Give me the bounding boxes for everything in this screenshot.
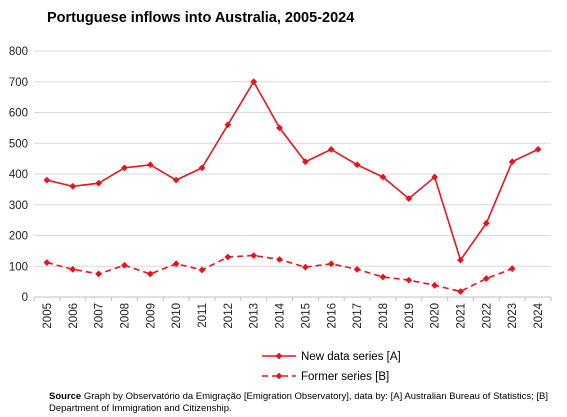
series-1 (43, 252, 516, 295)
x-tick-label: 2012 (223, 303, 235, 329)
data-point (508, 158, 516, 166)
y-tick-label: 300 (9, 200, 28, 212)
data-point (327, 260, 335, 268)
y-tick-label: 200 (9, 231, 28, 243)
data-point (146, 270, 154, 278)
source-label: Source (49, 391, 82, 402)
x-tick-label: 2015 (300, 303, 312, 329)
data-point (95, 179, 103, 187)
data-point (276, 124, 283, 132)
y-axis-ticks: 0 100 200 300 400 500 600 700 800 (9, 46, 28, 304)
data-point (508, 265, 516, 273)
data-point (353, 265, 361, 273)
x-tick-label: 2013 (249, 303, 261, 329)
data-point (95, 270, 103, 278)
x-tick-label: 2009 (145, 303, 157, 329)
data-point (69, 265, 77, 273)
data-point (198, 266, 206, 274)
data-point (172, 260, 180, 268)
x-tick-label: 2014 (275, 302, 287, 328)
y-tick-label: 100 (9, 261, 28, 273)
x-tick-label: 2005 (42, 303, 54, 329)
data-point (379, 173, 387, 181)
legend-label: Former series [B] (301, 371, 389, 383)
y-tick-label: 500 (9, 138, 28, 150)
data-point (224, 253, 232, 261)
data-point (379, 273, 387, 281)
data-point (146, 161, 154, 169)
x-tick-label: 2024 (533, 302, 545, 328)
chart-title: Portuguese inflows into Australia, 2005-… (47, 10, 355, 26)
data-point (250, 78, 258, 86)
data-point (302, 158, 309, 166)
data-point (482, 275, 490, 282)
data-point (457, 288, 464, 295)
y-tick-label: 600 (9, 108, 28, 120)
gridlines (34, 50, 551, 267)
x-axis: 2005 2006 2007 2008 2009 2010 2011 2012 2013 2014… (33, 296, 552, 329)
y-tick-label: 800 (9, 46, 28, 58)
data-point (172, 176, 180, 184)
x-tick-label: 2016 (326, 303, 338, 329)
x-tick-label: 2010 (171, 303, 183, 329)
legend-label: New data series [A] (301, 351, 401, 363)
source-note: Source Graph by Observatório da Emigraçã… (49, 391, 549, 414)
data-point (121, 164, 128, 172)
data-point (431, 173, 439, 181)
y-tick-label: 400 (9, 169, 28, 181)
x-tick-label: 2019 (404, 303, 416, 329)
legend-swatch-marker (275, 372, 283, 380)
data-point (353, 161, 361, 169)
x-tick-label: 2021 (456, 303, 468, 329)
data-point (43, 259, 51, 266)
data-point (405, 276, 413, 284)
data-point (250, 252, 258, 259)
x-tick-label: 2008 (119, 303, 131, 329)
data-point (302, 263, 309, 271)
legend-swatch-marker (275, 352, 283, 360)
data-point (534, 146, 542, 153)
data-point (482, 219, 490, 227)
data-point (457, 256, 464, 264)
x-tick-label: 2018 (378, 303, 390, 329)
data-point (198, 164, 206, 172)
legend: New data series [A] Former series [B] (262, 351, 401, 383)
data-point (224, 121, 232, 129)
data-point (43, 176, 51, 184)
data-point (405, 195, 413, 202)
x-tick-label: 2006 (68, 303, 80, 329)
data-point (69, 182, 77, 190)
data-point (121, 261, 128, 269)
series-0 (43, 78, 542, 264)
series-layer (43, 78, 542, 295)
data-point (431, 281, 439, 289)
x-tick-label: 2011 (197, 303, 209, 328)
data-point (327, 146, 335, 153)
y-tick-label: 700 (9, 77, 28, 89)
data-point (276, 256, 283, 263)
x-tick-label: 2007 (94, 303, 106, 329)
x-tick-label: 2023 (507, 303, 519, 329)
series-line (46, 80, 539, 262)
y-tick-label: 0 (22, 292, 28, 304)
source-text: Graph by Observatório da Emigração [Emig… (49, 391, 548, 414)
x-tick-label: 2017 (352, 303, 364, 329)
x-tick-label: 2020 (430, 303, 442, 329)
x-tick-label: 2022 (481, 303, 493, 329)
